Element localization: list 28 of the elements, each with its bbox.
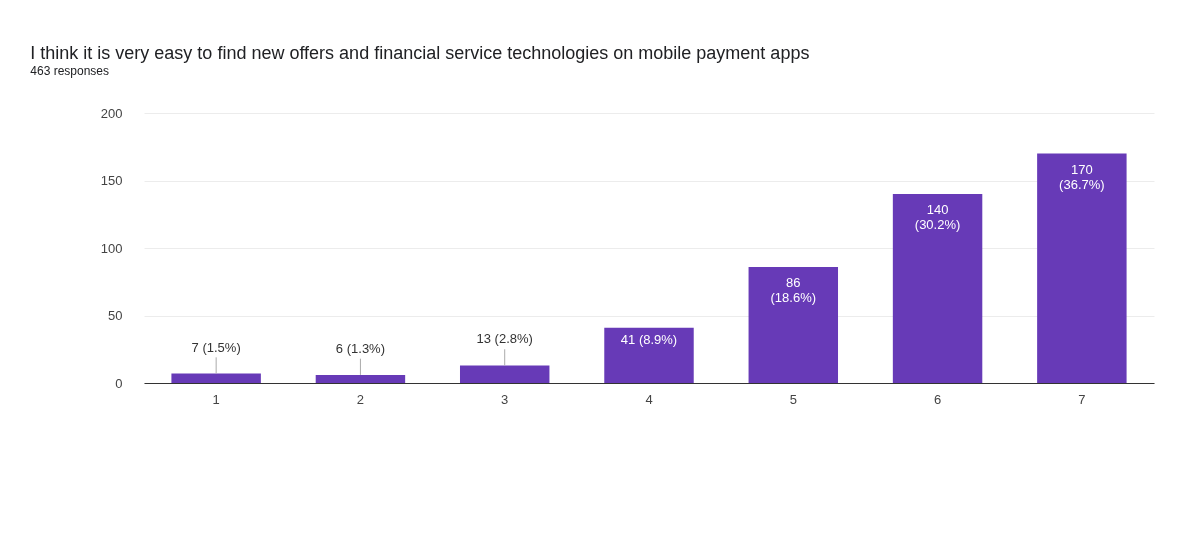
x-tick-label: 4: [645, 391, 653, 407]
y-tick-label: 0: [115, 375, 123, 391]
bar: [604, 327, 694, 383]
y-tick-label: 200: [100, 105, 123, 121]
data-label: 13 (2.8%): [476, 331, 533, 347]
data-label: 140 (30.2%): [914, 202, 961, 232]
bar: [1037, 153, 1127, 383]
chart-title: I think it is very easy to find new offers and financial service technologies on mobile payment apps: [30, 43, 810, 63]
data-label: 6 (1.3%): [335, 340, 385, 356]
bar: [748, 266, 839, 383]
x-tick-label: 3: [501, 391, 509, 407]
bar: [315, 374, 406, 383]
x-tick-label: 2: [356, 391, 365, 407]
x-tick-label: 1: [212, 391, 220, 407]
x-tick-label: 6: [933, 391, 942, 407]
data-label: 7 (1.5%): [191, 339, 241, 355]
chart-subtitle: 463 responses: [30, 64, 110, 78]
data-label: 86 (18.6%): [770, 274, 817, 305]
bar: [171, 373, 261, 383]
bar: [892, 194, 983, 383]
y-tick-label: 50: [108, 308, 123, 323]
data-label: 41 (8.9%): [620, 331, 678, 347]
x-tick-label: 7: [1078, 391, 1086, 407]
y-tick-label: 150: [100, 173, 123, 188]
y-tick-label: 100: [100, 240, 123, 256]
bar: [459, 365, 550, 383]
data-label: 170 (36.7%): [1059, 161, 1105, 192]
x-tick-label: 5: [789, 391, 797, 407]
